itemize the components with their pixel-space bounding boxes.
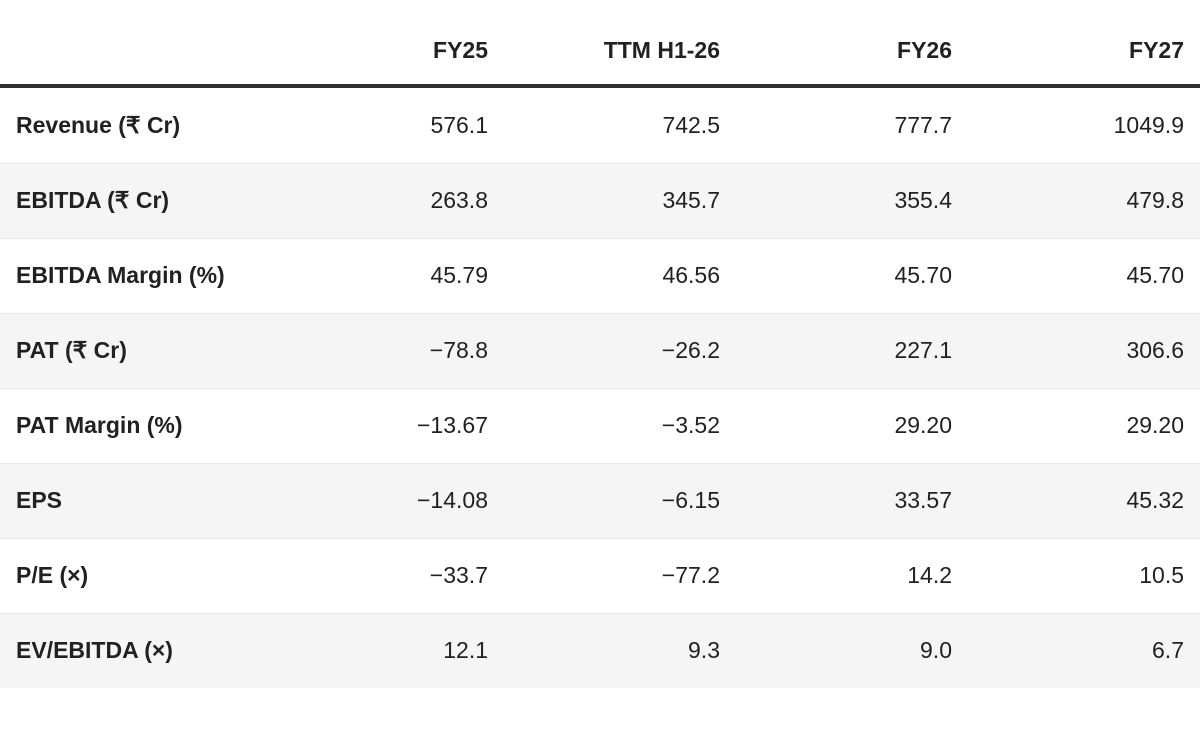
value-cell: 9.0: [920, 637, 952, 664]
table-body: Revenue (₹ Cr) 576.1 742.5 777.7 1049.9 EBITD…: [0, 88, 1200, 688]
value-cell: 9.3: [688, 637, 720, 664]
row-label: EBITDA Margin (%): [16, 262, 225, 289]
column-header: FY27: [1129, 37, 1184, 64]
table-row: EBITDA Margin (%) 45.79 46.56 45.70 45.70: [0, 238, 1200, 313]
value-cell: 45.32: [1126, 487, 1184, 514]
table-row: EV/EBITDA (×) 12.1 9.3 9.0 6.7: [0, 613, 1200, 688]
value-cell: −78.8: [429, 337, 488, 364]
value-cell: 777.7: [894, 111, 952, 138]
row-label: Revenue (₹ Cr): [16, 111, 181, 138]
value-cell: 33.57: [894, 487, 952, 514]
value-cell: 29.20: [894, 412, 952, 439]
financials-table: FY25 TTM H1-26 FY26 FY27 Revenue (₹ Cr) 576.…: [0, 0, 1200, 688]
value-cell: −26.2: [661, 337, 720, 364]
column-header: FY25: [433, 37, 488, 64]
value-cell: 345.7: [662, 187, 720, 214]
value-cell: 45.79: [430, 262, 488, 289]
value-cell: 29.20: [1126, 412, 1184, 439]
table-row: EBITDA (₹ Cr) 263.8 345.7 355.4 479.8: [0, 163, 1200, 238]
column-header: TTM H1-26: [603, 37, 720, 64]
value-cell: 12.1: [443, 637, 488, 664]
table-row: PAT (₹ Cr) −78.8 −26.2 227.1 306.6: [0, 313, 1200, 388]
table-row: PAT Margin (%) −13.67 −3.52 29.20 29.20: [0, 388, 1200, 463]
table-row: Revenue (₹ Cr) 576.1 742.5 777.7 1049.9: [0, 88, 1200, 163]
value-cell: 576.1: [430, 111, 488, 138]
value-cell: −3.52: [661, 412, 720, 439]
table-row: P/E (×) −33.7 −77.2 14.2 10.5: [0, 538, 1200, 613]
row-label: EV/EBITDA (×): [16, 637, 173, 664]
value-cell: 46.56: [662, 262, 720, 289]
row-label: EPS: [16, 487, 63, 514]
row-label: PAT Margin (%): [16, 412, 183, 439]
table-header-row: FY25 TTM H1-26 FY26 FY27: [0, 0, 1200, 88]
table-row: EPS −14.08 −6.15 33.57 45.32: [0, 463, 1200, 538]
value-cell: 45.70: [894, 262, 952, 289]
value-cell: 45.70: [1126, 262, 1184, 289]
value-cell: −33.7: [429, 562, 488, 589]
value-cell: 742.5: [662, 111, 720, 138]
row-label: PAT (₹ Cr): [16, 337, 127, 364]
value-cell: 6.7: [1152, 637, 1184, 664]
value-cell: 14.2: [907, 562, 952, 589]
value-cell: 10.5: [1139, 562, 1184, 589]
value-cell: 306.6: [1126, 337, 1184, 364]
row-label: P/E (×): [16, 562, 89, 589]
value-cell: −14.08: [417, 487, 488, 514]
value-cell: 479.8: [1126, 187, 1184, 214]
value-cell: 355.4: [894, 187, 952, 214]
value-cell: −6.15: [661, 487, 720, 514]
row-label: EBITDA (₹ Cr): [16, 187, 170, 214]
value-cell: −77.2: [661, 562, 720, 589]
value-cell: 263.8: [430, 187, 488, 214]
value-cell: 227.1: [894, 337, 952, 364]
value-cell: −13.67: [417, 412, 488, 439]
value-cell: 1049.9: [1113, 111, 1184, 138]
column-header: FY26: [897, 37, 952, 64]
